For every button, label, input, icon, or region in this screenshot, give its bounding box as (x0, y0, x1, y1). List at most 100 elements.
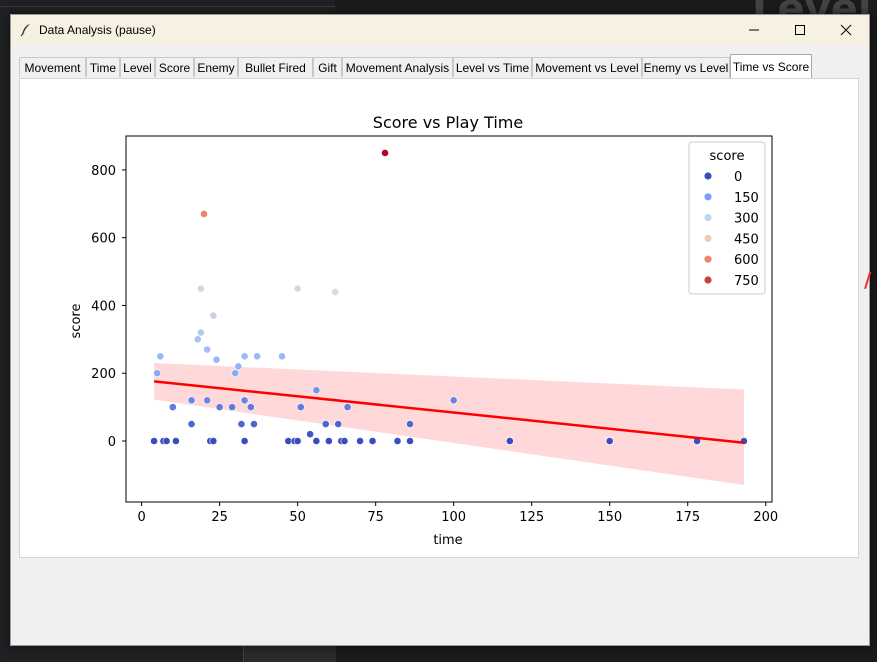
x-tick-label: 75 (367, 510, 384, 525)
scatter-point (321, 420, 330, 428)
scatter-point (246, 403, 255, 412)
scatter-point (203, 345, 212, 354)
scatter-point (505, 437, 514, 445)
scatter-point (293, 437, 302, 445)
scatter-point (406, 420, 414, 428)
scatter-point (393, 437, 402, 445)
scatter-point (240, 352, 249, 361)
scatter-point (278, 352, 286, 361)
maximize-icon (795, 25, 805, 35)
tab-movement-vs-level[interactable]: Movement vs Level (532, 57, 642, 77)
background-divider (0, 6, 335, 7)
y-tick-label: 0 (108, 435, 116, 450)
legend-title: score (710, 149, 745, 164)
regression-line (153, 380, 745, 444)
scatter-point (293, 284, 302, 293)
legend-label: 300 (734, 212, 759, 227)
scatter-point (356, 437, 364, 445)
scatter-point (312, 386, 321, 395)
scatter-point (324, 437, 333, 445)
legend-marker (704, 172, 712, 180)
scatter-point (312, 437, 321, 445)
chart-panel: Score vs Play Time 0 25 50 75 100 125 150 175 20… (19, 78, 859, 558)
background-red-mark: / (864, 268, 872, 292)
close-button[interactable] (823, 15, 869, 45)
tab-bullet-fired[interactable]: Bullet Fired (238, 57, 313, 77)
scatter-point (296, 403, 305, 412)
tab-level[interactable]: Level (120, 57, 155, 77)
scatter-point (172, 437, 180, 445)
legend-label: 150 (734, 191, 759, 206)
legend-marker (704, 276, 712, 284)
scatter-point (331, 287, 339, 296)
y-axis: 0 200 400 600 800 (91, 164, 126, 450)
title-bar[interactable]: Data Analysis (pause) (11, 15, 869, 45)
background-taskbar-fragment (243, 646, 336, 662)
tab-movement[interactable]: Movement (19, 57, 86, 77)
legend-marker (704, 214, 712, 222)
feather-icon (20, 24, 30, 37)
tab-enemy-vs-level[interactable]: Enemy vs Level (642, 57, 730, 77)
confidence-band (154, 363, 744, 486)
scatter-point (193, 335, 202, 344)
scatter-point (196, 328, 205, 337)
scatter-point (449, 396, 458, 405)
x-tick-label: 150 (597, 510, 622, 525)
tab-movement-analysis[interactable]: Movement Analysis (342, 57, 453, 77)
scatter-point (306, 430, 315, 439)
x-tick-label: 0 (137, 510, 145, 525)
window-title: Data Analysis (pause) (39, 23, 156, 37)
x-axis: 0 25 50 75 100 125 150 175 200 (137, 502, 778, 525)
tab-time-vs-score[interactable]: Time vs Score (730, 54, 812, 78)
legend-label: 450 (734, 232, 759, 247)
scatter-point (168, 403, 177, 412)
data-analysis-window: Data Analysis (pause) Movement Time Leve… (10, 14, 870, 646)
legend-marker (704, 234, 712, 242)
x-tick-label: 175 (675, 510, 700, 525)
x-axis-label: time (433, 533, 462, 548)
close-icon (840, 24, 852, 36)
scatter-point (343, 403, 352, 412)
scatter-point (240, 396, 249, 405)
scatter-point (234, 362, 243, 371)
tab-gift[interactable]: Gift (313, 57, 342, 77)
minimize-button[interactable] (731, 15, 777, 45)
scatter-point (153, 369, 162, 378)
scatter-point (187, 396, 196, 405)
scatter-point (203, 396, 212, 405)
scatter-point (196, 284, 205, 293)
x-tick-label: 50 (289, 510, 306, 525)
scatter-point (250, 420, 258, 428)
scatter-point (368, 437, 377, 445)
tab-enemy[interactable]: Enemy (194, 57, 238, 77)
confidence-band-layer (154, 363, 744, 486)
minimize-icon (749, 29, 759, 31)
y-tick-label: 400 (91, 299, 116, 314)
scatter-point (334, 420, 343, 428)
legend-marker (704, 193, 712, 201)
scatter-point (340, 437, 349, 445)
scatter-point (209, 311, 218, 320)
score-vs-time-chart: Score vs Play Time 0 25 50 75 100 125 150 175 20… (69, 113, 778, 548)
plot-frame (125, 135, 773, 503)
scatter-point (209, 437, 218, 445)
y-tick-label: 200 (91, 367, 116, 382)
maximize-button[interactable] (777, 15, 823, 45)
legend: score 0 150 300 450 600 750 (688, 141, 766, 295)
scatter-point (228, 403, 237, 412)
tab-score[interactable]: Score (155, 57, 194, 77)
x-tick-label: 100 (441, 510, 466, 525)
legend-label: 600 (734, 253, 759, 268)
scatter-point (215, 403, 224, 412)
x-tick-label: 25 (211, 510, 228, 525)
y-axis-label: score (69, 304, 84, 339)
scatter-point (162, 437, 171, 445)
legend-label: 750 (734, 274, 759, 289)
chart-title: Score vs Play Time (373, 113, 523, 132)
scatter-point (200, 210, 208, 218)
scatter-point (605, 437, 614, 445)
scatter-point (187, 420, 196, 428)
tab-level-vs-time[interactable]: Level vs Time (453, 57, 532, 77)
tab-time[interactable]: Time (86, 57, 120, 77)
scatter-point (237, 420, 246, 428)
